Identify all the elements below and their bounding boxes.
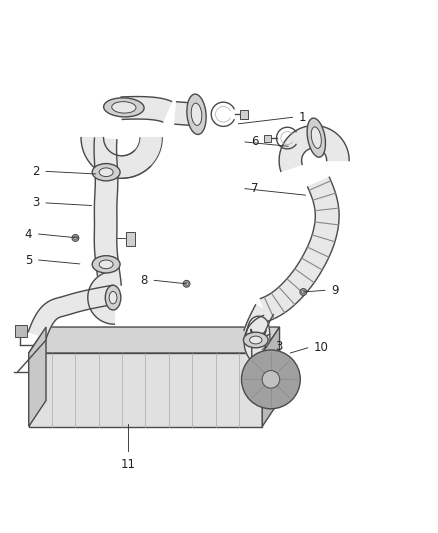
Circle shape bbox=[241, 350, 300, 409]
FancyBboxPatch shape bbox=[126, 232, 134, 246]
Polygon shape bbox=[28, 285, 116, 338]
Ellipse shape bbox=[92, 164, 120, 181]
Ellipse shape bbox=[92, 256, 120, 273]
Ellipse shape bbox=[99, 168, 113, 176]
Circle shape bbox=[300, 288, 307, 295]
Ellipse shape bbox=[105, 285, 121, 310]
Text: 7: 7 bbox=[251, 182, 259, 195]
FancyBboxPatch shape bbox=[15, 325, 27, 337]
Circle shape bbox=[262, 370, 280, 388]
Circle shape bbox=[74, 236, 77, 240]
Polygon shape bbox=[29, 327, 279, 353]
Circle shape bbox=[302, 290, 305, 294]
Text: 2: 2 bbox=[32, 165, 39, 178]
Circle shape bbox=[72, 235, 79, 241]
Polygon shape bbox=[175, 102, 194, 125]
Ellipse shape bbox=[187, 94, 206, 134]
Ellipse shape bbox=[99, 260, 113, 269]
Polygon shape bbox=[245, 316, 270, 388]
Polygon shape bbox=[279, 126, 349, 172]
Polygon shape bbox=[244, 305, 273, 337]
Ellipse shape bbox=[250, 336, 262, 344]
Polygon shape bbox=[261, 177, 339, 321]
Polygon shape bbox=[244, 316, 272, 370]
Text: 6: 6 bbox=[251, 135, 259, 149]
Ellipse shape bbox=[244, 332, 268, 348]
Text: 8: 8 bbox=[140, 274, 148, 287]
Text: 10: 10 bbox=[314, 341, 329, 354]
Text: 3: 3 bbox=[275, 340, 283, 353]
Text: 1: 1 bbox=[299, 111, 307, 124]
Ellipse shape bbox=[191, 103, 202, 125]
Circle shape bbox=[183, 280, 190, 287]
FancyBboxPatch shape bbox=[264, 135, 271, 142]
Ellipse shape bbox=[307, 118, 325, 157]
Ellipse shape bbox=[311, 127, 321, 148]
Polygon shape bbox=[262, 327, 279, 426]
Polygon shape bbox=[88, 271, 114, 324]
Text: 3: 3 bbox=[32, 197, 39, 209]
Text: 5: 5 bbox=[25, 254, 32, 266]
Ellipse shape bbox=[112, 102, 136, 113]
Polygon shape bbox=[121, 96, 172, 122]
Text: 9: 9 bbox=[332, 284, 339, 297]
Circle shape bbox=[185, 282, 188, 286]
Ellipse shape bbox=[109, 292, 117, 304]
Text: 11: 11 bbox=[121, 458, 136, 471]
Polygon shape bbox=[29, 353, 262, 426]
FancyBboxPatch shape bbox=[240, 110, 248, 119]
Polygon shape bbox=[122, 138, 162, 178]
Polygon shape bbox=[81, 138, 150, 178]
Text: 4: 4 bbox=[25, 228, 32, 240]
Ellipse shape bbox=[104, 98, 144, 117]
Polygon shape bbox=[94, 138, 121, 287]
Polygon shape bbox=[29, 327, 46, 426]
